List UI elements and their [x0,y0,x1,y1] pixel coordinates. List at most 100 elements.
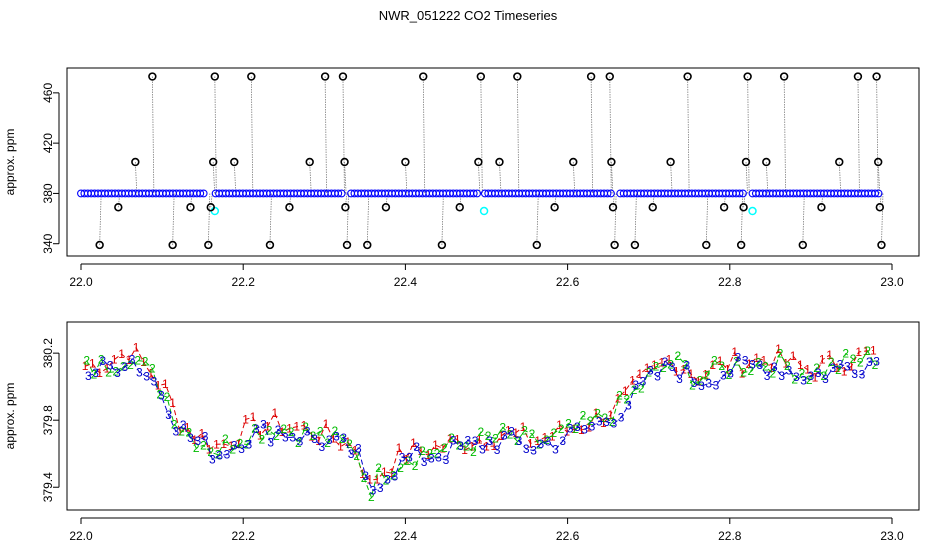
series-marker: 2 [777,347,784,361]
series-marker: 1 [636,367,643,381]
series-marker: 2 [485,429,492,443]
series-marker: 1 [746,357,753,371]
x-tick-label: 22.2 [232,275,256,289]
series-marker: 2 [821,369,828,383]
series-marker: 2 [580,409,587,423]
flagged-point [305,157,314,167]
drop-line [705,193,709,245]
series-marker: 3 [574,420,581,434]
data-point [874,189,883,198]
series-marker: 1 [622,384,629,398]
series-marker: 3 [713,378,720,392]
series-marker: 3 [173,425,180,439]
series-marker: 2 [361,471,368,485]
series-marker: 1 [563,425,570,439]
flagged-point [338,72,348,81]
flagged-point [666,157,675,167]
series-marker: 2 [689,378,696,392]
series-marker: 2 [156,387,163,401]
series-marker: 3 [348,447,355,461]
y-tick-label: 460 [41,83,55,103]
series-marker: 2 [120,360,127,374]
drop-line [172,193,175,245]
y-axis-label: approx. ppm [3,129,17,196]
series-marker: 2 [200,438,207,452]
series-marker: 2 [273,429,280,443]
series-marker: 1 [293,420,300,434]
series-marker: 3 [304,424,311,438]
series-marker: 1 [549,429,556,443]
flagged-point [148,72,157,81]
series-marker: 3 [392,469,399,483]
series-marker: 1 [301,418,308,432]
series-marker: 1 [213,437,220,451]
flagged-point [95,240,104,250]
flagged-point [779,72,789,81]
series-marker: 1 [177,424,184,438]
series-marker: 2 [91,367,98,381]
drop-line [687,76,690,194]
series-marker: 2 [521,424,528,438]
drop-line [743,193,746,208]
series-marker: 1 [673,365,680,379]
series-marker: 3 [640,375,647,389]
series-marker: 3 [114,366,121,380]
series-marker: 1 [140,355,147,369]
plot-frame [66,321,920,511]
series-marker: 2 [499,420,506,434]
series-marker: 2 [346,437,353,451]
series-marker: 3 [465,434,472,448]
series-marker: 1 [578,423,585,437]
series-marker: 1 [607,408,614,422]
series-marker: 3 [720,369,727,383]
series-marker: 3 [100,354,107,368]
drop-line [134,161,138,194]
series-marker: 1 [761,353,768,367]
series-marker: 1 [381,465,388,479]
series-marker: 1 [388,466,395,480]
series-marker: 1 [96,366,103,380]
series-marker: 1 [242,412,249,426]
flagged-point [874,157,883,167]
flagged-point [513,72,522,81]
series-marker: 2 [419,444,426,458]
series-marker: 1 [184,421,191,435]
series-marker: 1 [352,443,359,457]
series-marker: 1 [688,367,695,381]
series-marker: 2 [733,355,740,369]
series-marker: 3 [472,434,479,448]
series-marker: 2 [324,436,331,450]
drop-line [516,76,520,194]
series-marker: 3 [289,430,296,444]
series-marker: 2 [850,352,857,366]
drop-line [366,193,370,245]
series-marker: 2 [813,361,820,375]
top-panel: 22.0 22.2 22.4 22.6 22.8 23.0 340 380 420 460 appr… [3,67,920,289]
flagged-point [630,240,640,250]
drop-line [212,161,216,194]
flagged-point [320,72,330,81]
flagged-point [114,203,123,212]
series-marker: 1 [447,431,454,445]
series-marker: 2 [448,431,455,445]
flagged-point [607,157,616,167]
data-point [603,189,612,198]
series-marker: 2 [711,354,718,368]
data-point [473,189,482,198]
series-marker: 1 [432,438,439,452]
series-marker: 1 [520,420,527,434]
drop-line [614,193,617,245]
series-marker: 1 [819,353,826,367]
series-marker: 2 [755,355,762,369]
series-marker: 3 [873,354,880,368]
flagged-point [342,240,352,250]
series-marker: 2 [806,373,813,387]
series-marker: 2 [353,449,360,463]
series-marker: 1 [257,429,264,443]
series-marker: 2 [149,362,156,376]
series-marker: 2 [251,421,258,435]
flagged-point [798,240,807,250]
series-marker: 2 [675,349,682,363]
series-marker: 3 [311,432,318,446]
series-marker: 2 [477,425,484,439]
